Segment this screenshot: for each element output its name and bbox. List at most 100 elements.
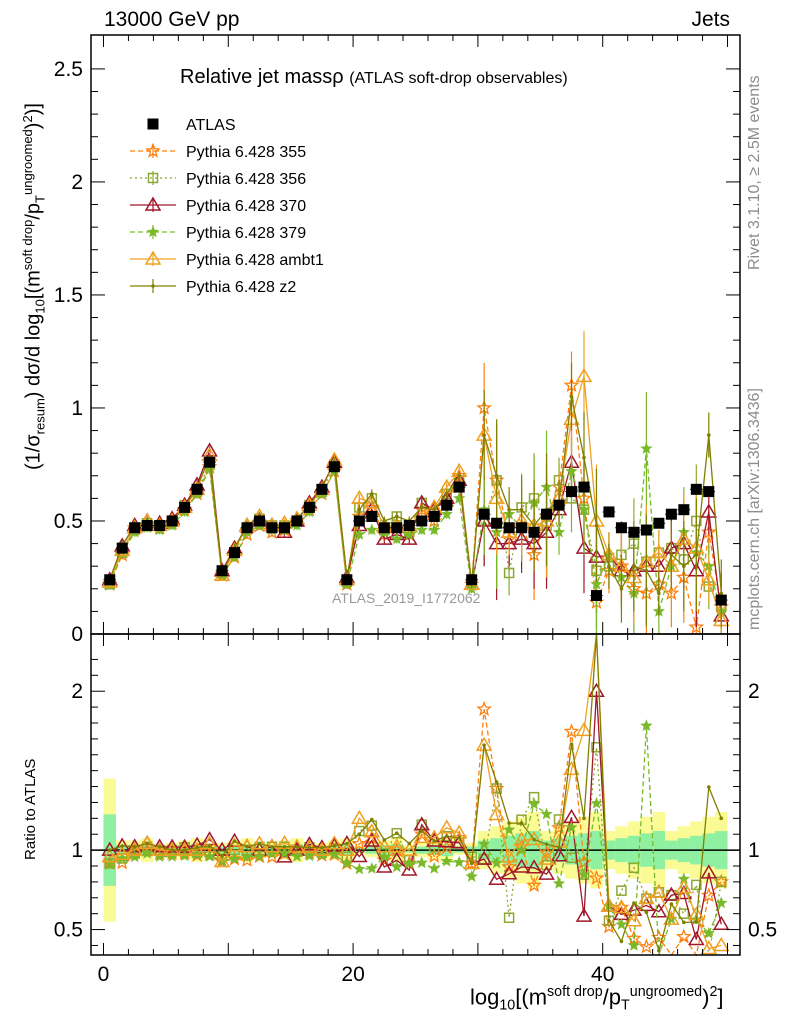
ratio-point — [419, 829, 424, 833]
mcplots-label: mcplots.cern.ch [arXiv:1306.3436] — [746, 388, 763, 630]
y-tick-label: 1.5 — [54, 284, 83, 307]
ratio-point — [615, 918, 628, 930]
data-point — [366, 510, 378, 522]
data-point — [715, 594, 727, 606]
ratio-point — [276, 848, 293, 863]
ratio-point — [257, 841, 262, 846]
data-point — [241, 522, 253, 534]
ratio-point — [382, 838, 387, 842]
data-point — [444, 492, 449, 496]
ratio-point — [340, 856, 353, 869]
ratio-point — [719, 816, 724, 821]
ratio-point — [353, 862, 366, 875]
ratio-point — [378, 850, 391, 863]
data-point — [682, 564, 686, 568]
ratio-point — [220, 853, 224, 858]
y-tick-label: 1 — [71, 397, 83, 420]
data-point — [453, 491, 466, 504]
ratio-point — [145, 841, 149, 846]
data-point — [719, 591, 724, 596]
ratio-point — [201, 831, 218, 846]
data-point — [403, 528, 416, 540]
ratio-point — [394, 831, 399, 836]
ratio-point — [138, 835, 156, 850]
legend-marker — [144, 196, 162, 211]
data-point — [532, 523, 536, 528]
ratio-point — [515, 843, 528, 856]
ratio-point — [716, 876, 727, 888]
data-point — [382, 519, 387, 523]
ratio-y-tick-label: 0.5 — [748, 919, 777, 942]
data-point — [566, 486, 578, 498]
ratio-point — [638, 889, 655, 905]
data-point — [594, 523, 599, 528]
ratio-point — [657, 948, 661, 953]
ratio-point — [363, 832, 381, 847]
ratio-point — [403, 856, 416, 869]
y-tick-label: 0.5 — [54, 510, 83, 533]
data-point — [665, 508, 677, 520]
ratio-point — [438, 833, 456, 848]
ratio-point — [228, 852, 241, 865]
legend-entry: Pythia 6.428 356 — [130, 171, 306, 188]
series-line-main — [109, 448, 722, 612]
ratio-point — [240, 850, 254, 863]
ratio-point — [195, 845, 199, 850]
legend-label: Pythia 6.428 379 — [186, 225, 306, 242]
ratio-point — [239, 852, 255, 867]
ratio-point — [141, 846, 154, 859]
ratio-point — [525, 859, 543, 874]
ratio-point — [120, 844, 125, 848]
ratio-point — [702, 926, 715, 939]
ratio-point — [270, 844, 274, 849]
legend-label: Pythia 6.428 370 — [186, 198, 306, 215]
ratio-point — [326, 835, 343, 850]
series-line-ratio — [109, 633, 722, 950]
data-point — [351, 489, 368, 505]
ratio-point — [577, 868, 591, 880]
ratio-point — [500, 865, 518, 880]
data-point — [316, 483, 328, 495]
ratio-point — [391, 827, 403, 839]
ratio-point — [706, 785, 711, 789]
ratio-point — [303, 849, 316, 862]
analysis-group-label: Jets — [691, 8, 730, 31]
ratio-point — [488, 805, 505, 821]
legend-label: Pythia 6.428 z2 — [186, 279, 296, 296]
ratio-point — [301, 838, 318, 854]
data-point — [104, 574, 116, 586]
ratio-point — [553, 814, 565, 825]
axis-ticks: 0 20 40 0 0.5 1 1.5 2 2.5 0.5 0.5 1 1 2 2 — [54, 35, 777, 986]
data-point — [491, 517, 503, 529]
ratio-point — [116, 852, 129, 864]
ratio-point — [188, 841, 206, 856]
data-point — [428, 510, 440, 522]
ratio-point — [540, 807, 553, 820]
data-point — [582, 455, 586, 460]
data-point — [650, 544, 668, 559]
data-point — [607, 564, 611, 568]
ratio-point — [151, 841, 168, 856]
ratio-point — [627, 939, 641, 951]
data-point — [700, 523, 717, 539]
legend-label: Pythia 6.428 ambt1 — [186, 252, 324, 269]
ratio-point — [290, 850, 304, 862]
ratio-y-tick-label: 1 — [71, 839, 83, 862]
data-point — [416, 515, 428, 527]
series-5 — [107, 362, 724, 953]
legend-entry: Pythia 6.428 z2 — [130, 279, 296, 296]
ratio-point — [320, 845, 324, 850]
ratio-point — [375, 838, 393, 853]
x-tick-label: 40 — [591, 963, 614, 986]
data-point — [179, 501, 191, 513]
data-point — [370, 492, 374, 496]
ratio-point — [677, 872, 690, 885]
data-point — [432, 507, 437, 512]
data-point — [577, 503, 591, 515]
ratio-point — [338, 841, 356, 856]
data-point — [565, 464, 578, 477]
ratio-point — [527, 797, 541, 810]
ratio-point — [307, 845, 312, 850]
ratio-point — [465, 870, 478, 882]
ratio-y-axis-label: Ratio to ATLAS — [22, 758, 39, 860]
